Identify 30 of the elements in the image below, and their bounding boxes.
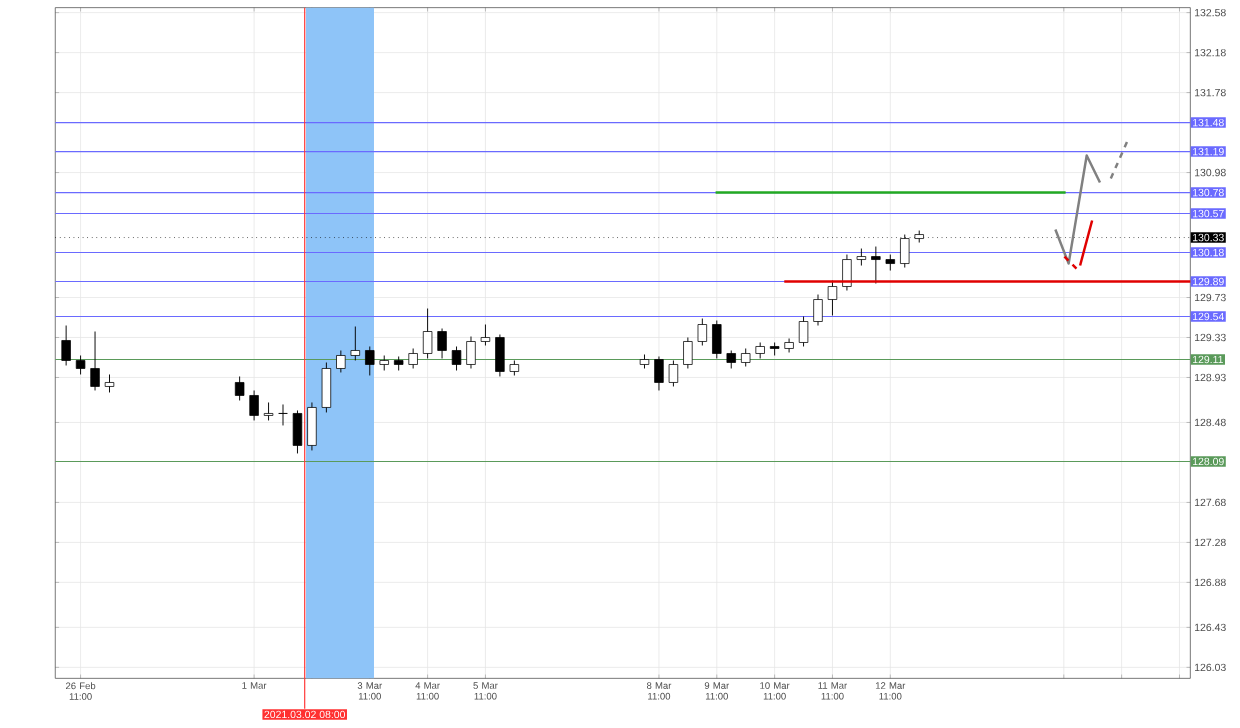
candlestick	[784, 338, 794, 353]
candlestick	[466, 336, 476, 369]
candlestick	[842, 254, 852, 291]
candlestick	[451, 346, 462, 371]
candlestick	[668, 360, 679, 387]
candlestick	[495, 334, 505, 377]
candlestick	[697, 318, 708, 346]
candlestick	[712, 320, 722, 359]
candlestick	[350, 326, 361, 361]
candlestick	[90, 331, 100, 391]
candlestick	[365, 346, 375, 376]
candlestick	[75, 355, 86, 375]
line-series	[1054, 154, 1102, 265]
candlestick	[336, 350, 346, 373]
candlestick	[307, 401, 317, 451]
candlestick	[437, 328, 447, 359]
candlestick	[813, 294, 823, 326]
candlestick	[422, 308, 433, 359]
candlestick	[654, 356, 664, 391]
candlestick	[292, 409, 303, 454]
candlestick	[249, 390, 259, 421]
candlestick	[827, 280, 838, 316]
candlestick	[683, 337, 693, 369]
candlestick	[234, 376, 245, 401]
candlestick	[480, 324, 491, 346]
candlestick	[798, 316, 809, 347]
candlestick	[408, 348, 418, 369]
candlestick	[61, 325, 71, 366]
candlestick	[871, 246, 881, 284]
candlestick	[321, 362, 332, 413]
